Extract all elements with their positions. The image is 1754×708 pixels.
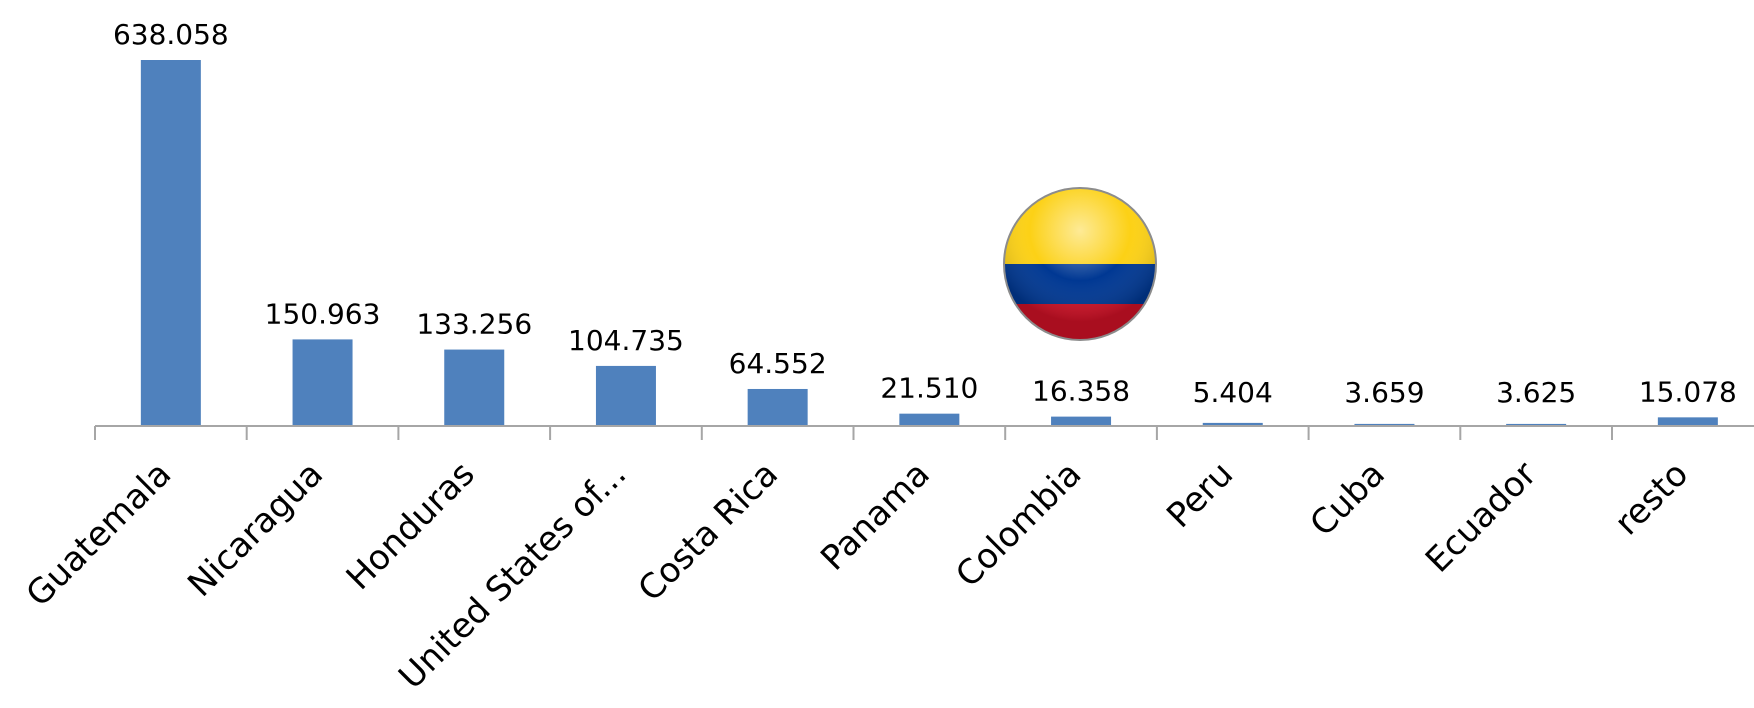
data-label: 64.552 (729, 347, 827, 380)
bar-2 (292, 339, 353, 426)
flag-stripes (1004, 188, 1156, 340)
data-label: 3.659 (1344, 376, 1424, 409)
data-label: 3.625 (1496, 376, 1576, 409)
bar-6 (899, 413, 960, 426)
data-label: 5.404 (1193, 376, 1273, 409)
category-label: resto (1607, 454, 1696, 543)
data-label: 15.078 (1639, 375, 1737, 408)
data-label: 150.963 (265, 297, 381, 330)
x-axis (94, 425, 1754, 440)
category-label: Peru (1159, 454, 1241, 536)
data-label: 638.058 (113, 18, 229, 51)
data-labels: 638.058 150.963 133.256 104.735 64.552 21.510… (113, 18, 1737, 409)
bar-8 (1202, 422, 1263, 426)
data-label: 16.358 (1032, 375, 1130, 408)
colombia-flag-icon (1003, 187, 1157, 341)
category-label: Honduras (339, 454, 483, 598)
bar-9 (1354, 423, 1415, 426)
data-label: 133.256 (416, 308, 532, 341)
category-label: Cuba (1303, 454, 1393, 544)
bar-10 (1506, 423, 1567, 426)
flag-gloss (1004, 188, 1156, 340)
category-label: Panama (813, 454, 938, 579)
category-label: Guatemala (19, 454, 180, 615)
category-label: Ecuador (1418, 454, 1545, 581)
bar-11 (1657, 417, 1718, 426)
data-label: 104.735 (568, 324, 684, 357)
category-label: Colombia (948, 454, 1089, 595)
bar-1 (140, 60, 201, 426)
bar-3 (444, 349, 505, 426)
category-label: Nicaragua (180, 454, 331, 605)
flag-rim (1003, 187, 1157, 341)
bars-layer (140, 60, 1718, 426)
bar-4 (595, 365, 656, 426)
data-label: 21.510 (880, 372, 978, 405)
bar-5 (747, 388, 808, 426)
bar-7 (1051, 416, 1112, 426)
category-label: Costa Rica (631, 454, 786, 609)
